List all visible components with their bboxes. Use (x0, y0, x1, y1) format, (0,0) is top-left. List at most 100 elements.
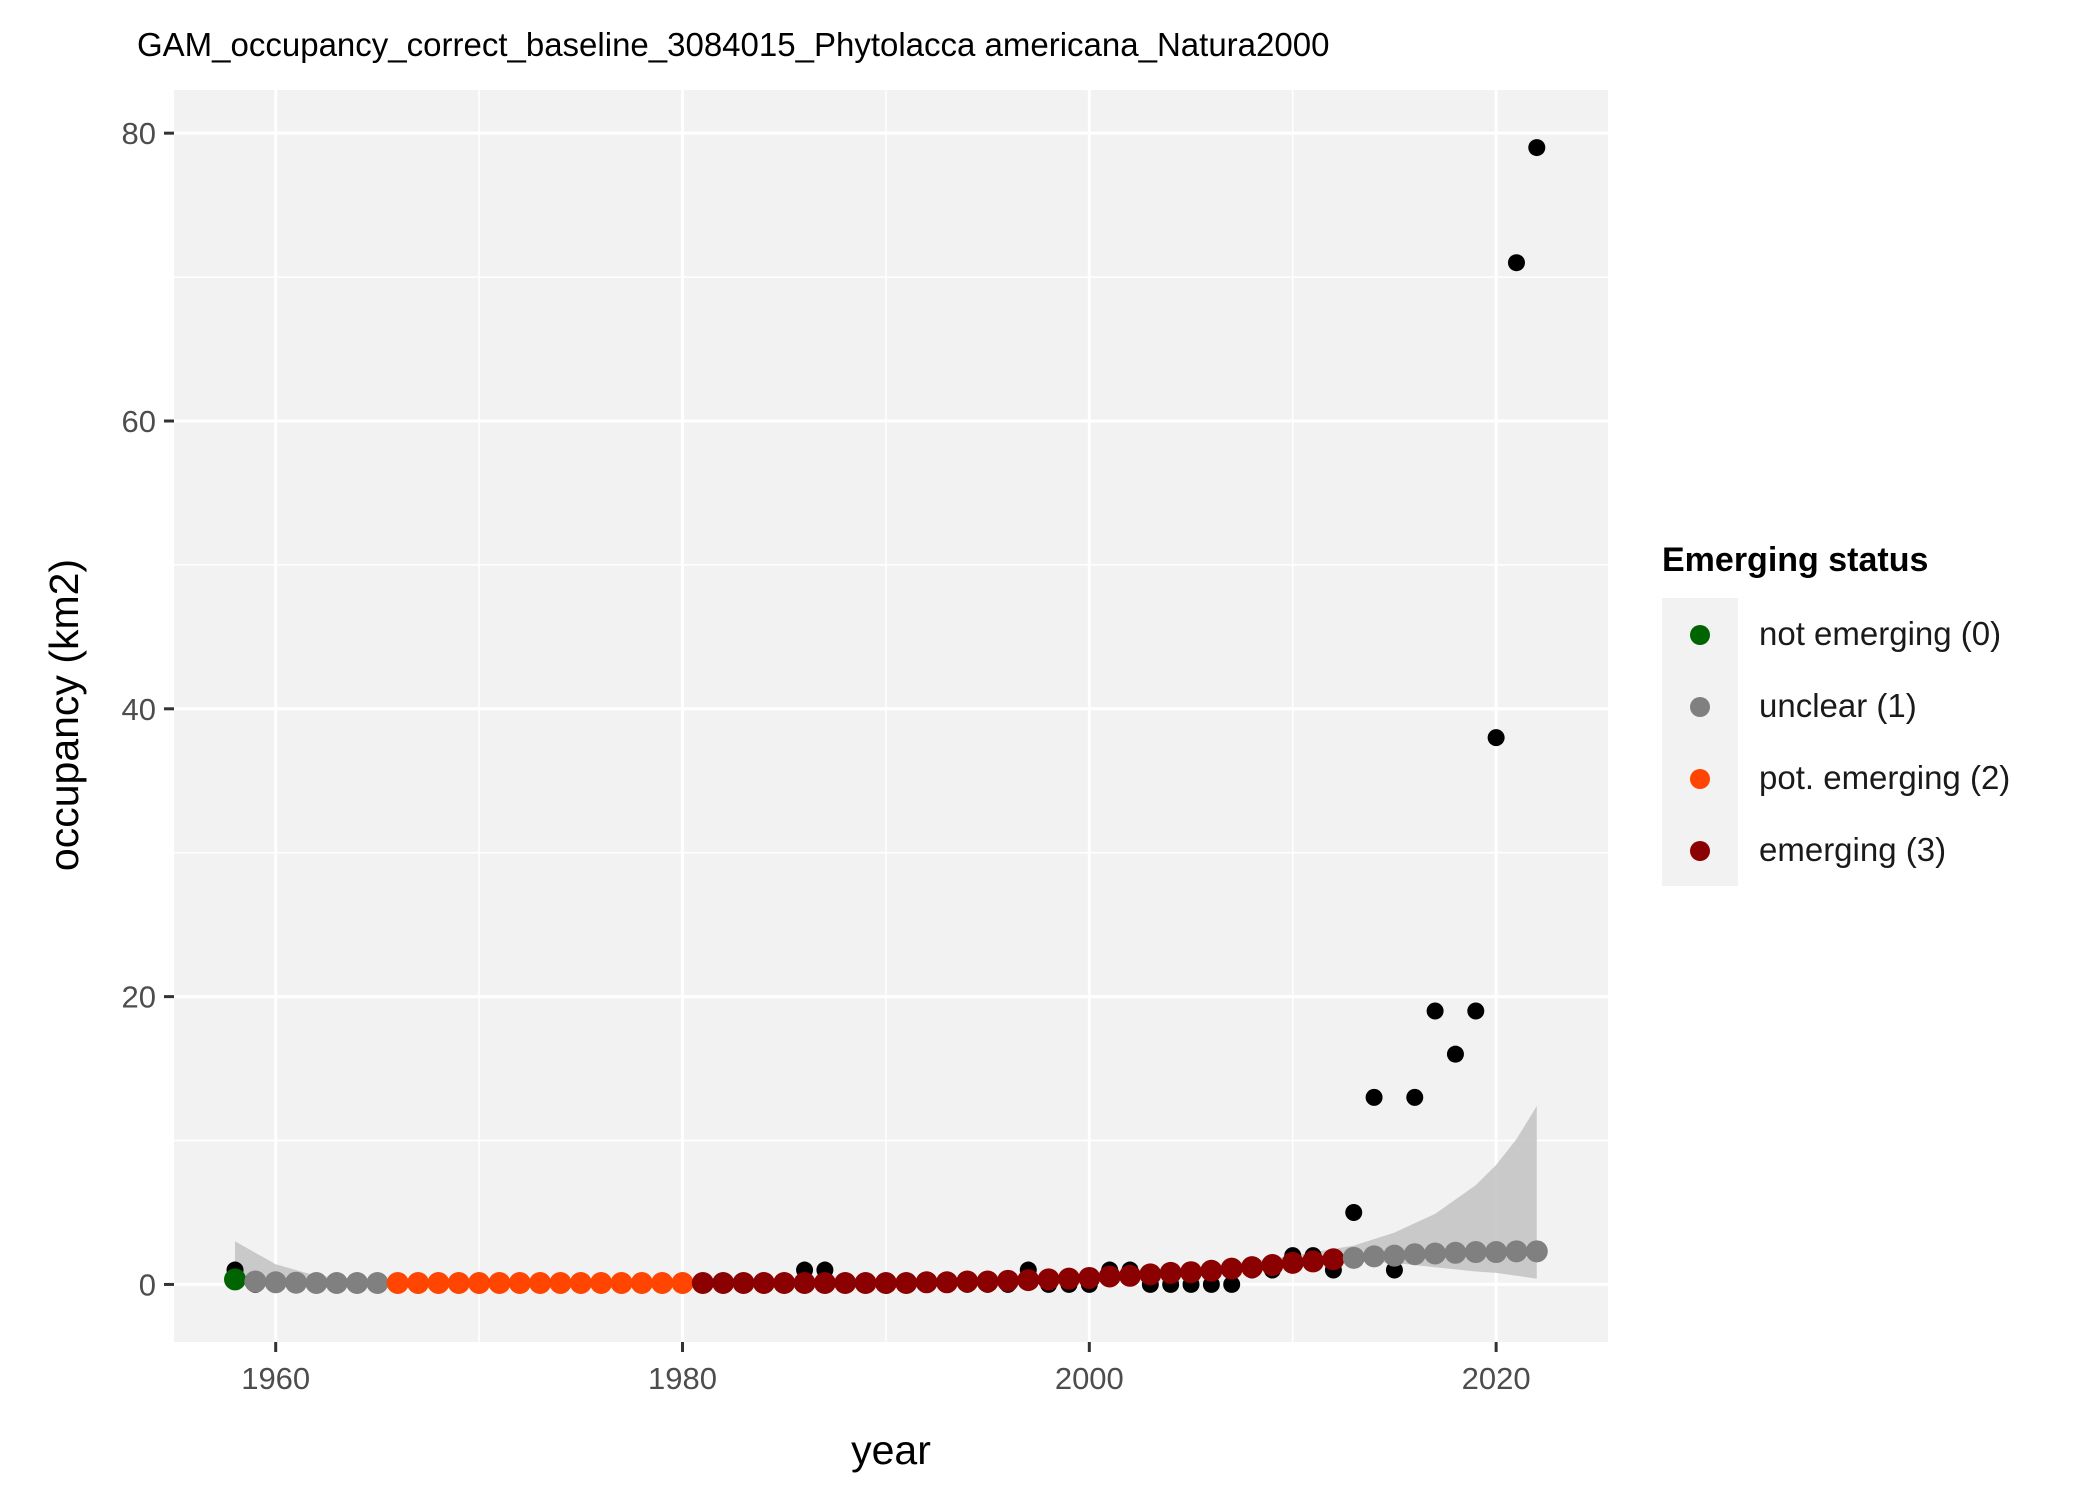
fitted-point (569, 1271, 592, 1294)
x-tick-label: 1980 (648, 1361, 717, 1396)
fitted-point (508, 1271, 531, 1294)
legend-label: emerging (3) (1759, 831, 1947, 868)
x-axis: 1960 1980 2000 2020 (241, 1342, 1531, 1396)
legend-swatch (1690, 697, 1710, 717)
fitted-point (813, 1271, 836, 1294)
legend-label: pot. emerging (2) (1759, 759, 2011, 796)
fitted-point (1424, 1242, 1447, 1265)
fitted-points (224, 1240, 1548, 1294)
y-axis-label: occupancy (km2) (41, 559, 87, 871)
fitted-point (366, 1271, 389, 1294)
fitted-point (915, 1271, 938, 1294)
fitted-point (793, 1271, 816, 1294)
legend-key-panel: not emerging (0) unclear (1) pot. emerging… (1662, 598, 2010, 886)
fitted-point (671, 1271, 694, 1294)
fitted-point (1302, 1250, 1325, 1273)
fitted-point (1322, 1248, 1345, 1271)
legend-item: unclear (1) (1662, 670, 2082, 742)
fitted-point (712, 1271, 735, 1294)
x-tick-label: 1960 (241, 1361, 310, 1396)
fitted-point (1017, 1269, 1040, 1292)
observed-point (1507, 254, 1525, 272)
fitted-point (834, 1271, 857, 1294)
x-tick-label: 2000 (1055, 1361, 1124, 1396)
grid-minor (174, 90, 1608, 1342)
fitted-point (1037, 1268, 1060, 1291)
y-axis: 0 20 40 60 80 (122, 116, 174, 1302)
fitted-point (325, 1271, 348, 1294)
fitted-point (1220, 1257, 1243, 1280)
fitted-point (854, 1271, 877, 1294)
fitted-point (549, 1271, 572, 1294)
legend-swatch (1690, 769, 1710, 789)
fitted-point (1342, 1246, 1365, 1269)
legend-item: pot. emerging (2) (1662, 742, 2082, 814)
fitted-point (651, 1271, 674, 1294)
fitted-point (1139, 1263, 1162, 1286)
fitted-point (976, 1270, 999, 1293)
fitted-point (264, 1271, 287, 1294)
x-tick-label: 2020 (1462, 1361, 1531, 1396)
fitted-point (1403, 1243, 1426, 1266)
fitted-point (447, 1271, 470, 1294)
fitted-point (1485, 1241, 1508, 1264)
legend-swatch (1690, 841, 1710, 861)
fitted-point (610, 1271, 633, 1294)
fitted-point (407, 1271, 430, 1294)
y-tick-label: 80 (122, 116, 156, 151)
observed-point (1365, 1088, 1383, 1106)
fitted-point (874, 1271, 897, 1294)
fitted-point (1057, 1267, 1080, 1290)
fitted-point (1159, 1261, 1182, 1284)
y-tick-label: 0 (139, 1267, 156, 1302)
fitted-point (1119, 1264, 1141, 1287)
fitted-point (386, 1271, 409, 1294)
fitted-point (1281, 1251, 1304, 1274)
fitted-point (468, 1271, 491, 1294)
legend-label: not emerging (0) (1759, 615, 2002, 652)
observed-point (1446, 1045, 1464, 1063)
legend-title: Emerging status (1662, 541, 1929, 579)
fitted-point (956, 1270, 979, 1293)
fitted-point (305, 1271, 328, 1294)
plot-panel (174, 90, 1608, 1342)
legend-item: emerging (3) (1662, 814, 2082, 886)
fitted-point (1383, 1244, 1406, 1267)
observed-point (1487, 729, 1505, 747)
fitted-point (895, 1271, 918, 1294)
fitted-point (1464, 1241, 1487, 1264)
fitted-point (1525, 1240, 1548, 1263)
fitted-point (752, 1271, 775, 1294)
fitted-point (1363, 1245, 1386, 1268)
fitted-point (224, 1268, 247, 1291)
chart-title: GAM_occupancy_correct_baseline_3084015_P… (137, 26, 1329, 63)
fitted-point (630, 1271, 653, 1294)
fitted-point (1444, 1241, 1467, 1264)
observed-point (1528, 139, 1546, 157)
legend-item: not emerging (0) (1662, 598, 2082, 670)
legend: Emerging status not emerging (0) unclear … (1662, 538, 2082, 886)
legend-swatch (1690, 625, 1710, 645)
fitted-point (691, 1271, 714, 1294)
observed-point (1406, 1088, 1424, 1106)
fitted-point (1180, 1261, 1203, 1284)
fitted-point (244, 1270, 267, 1293)
fitted-point (1241, 1256, 1264, 1279)
fitted-point (346, 1271, 369, 1294)
y-tick-label: 40 (122, 692, 156, 727)
fitted-point (1200, 1259, 1223, 1282)
observed-point (1223, 1275, 1241, 1293)
fitted-point (285, 1271, 308, 1294)
observed-point (1345, 1203, 1363, 1221)
fitted-point (529, 1271, 552, 1294)
y-tick-label: 60 (122, 404, 156, 439)
fitted-point (773, 1271, 796, 1294)
fitted-point (1505, 1240, 1528, 1263)
observed-point (1426, 1002, 1444, 1020)
fitted-point (935, 1271, 958, 1294)
fitted-point (427, 1271, 450, 1294)
fitted-point (488, 1271, 511, 1294)
x-axis-label: year (851, 1427, 931, 1473)
observed-point (1467, 1002, 1485, 1020)
